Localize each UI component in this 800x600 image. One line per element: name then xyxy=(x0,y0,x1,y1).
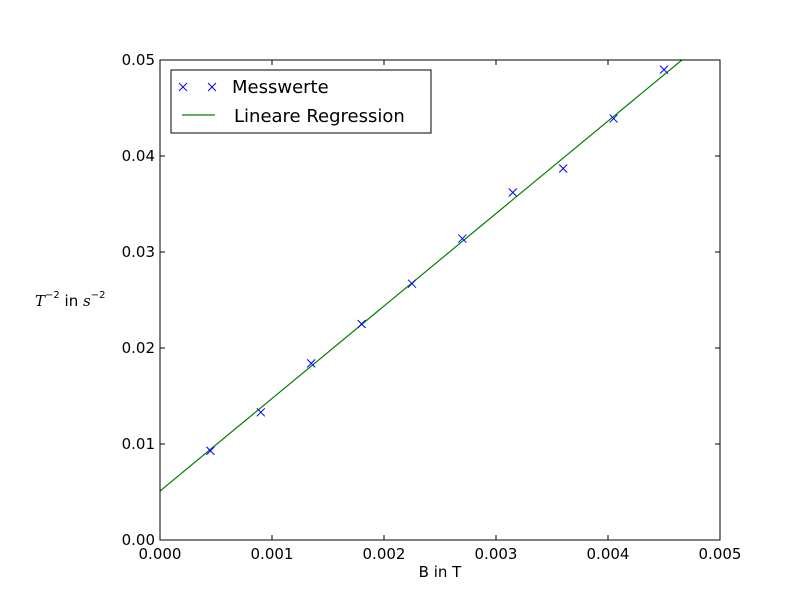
legend-label-lineare-regression: Lineare Regression xyxy=(234,106,405,127)
legend-frame xyxy=(170,69,432,134)
y-tick-label: 0.01 xyxy=(122,435,155,453)
legend-marker xyxy=(207,82,217,92)
data-point xyxy=(659,65,669,74)
regression-line xyxy=(160,60,683,492)
legend-swatch-messwerte xyxy=(178,82,217,92)
y-axis-label: T−2 in s−2 xyxy=(35,290,105,310)
y-axis-label-mid: in xyxy=(60,292,83,310)
plot-area xyxy=(160,60,720,540)
y-tick-label: 0.03 xyxy=(122,243,155,261)
y-axis-label-main: T xyxy=(35,292,46,310)
x-tick-label: 0.000 xyxy=(139,545,182,563)
y-tick-label: 0.04 xyxy=(122,147,155,165)
data-point xyxy=(407,279,417,289)
legend-marker xyxy=(178,82,188,92)
tick-labels-layer: 0.000 0.001 0.002 0.003 0.004 0.005 0.00 0.01 0.… xyxy=(122,51,742,563)
x-tick-label: 0.001 xyxy=(251,545,294,563)
y-tick-label: 0.02 xyxy=(122,339,155,357)
y-tick-label: 0.05 xyxy=(122,51,155,69)
x-axis-label: B in T xyxy=(419,563,463,581)
data-point xyxy=(256,407,266,417)
series-layer xyxy=(160,60,683,492)
data-point xyxy=(558,164,568,173)
x-tick-label: 0.002 xyxy=(363,545,406,563)
x-tick-label: 0.005 xyxy=(699,545,742,563)
x-tick-label: 0.003 xyxy=(475,545,518,563)
y-axis-label-unit-exp: −2 xyxy=(91,290,106,301)
y-tick-label: 0.00 xyxy=(122,531,155,549)
data-point xyxy=(458,234,467,243)
plot-frame xyxy=(159,59,721,541)
data-point xyxy=(508,188,518,197)
legend: Messwerte Lineare Regression xyxy=(170,69,432,134)
data-point xyxy=(206,446,215,456)
legend-label-messwerte: Messwerte xyxy=(232,77,329,98)
y-axis-label-unit: s xyxy=(83,292,91,310)
y-axis-label-main-exp: −2 xyxy=(45,290,60,301)
data-point xyxy=(357,319,366,329)
data-point xyxy=(306,359,316,368)
x-tick-label: 0.004 xyxy=(587,545,630,563)
data-point xyxy=(609,114,618,123)
